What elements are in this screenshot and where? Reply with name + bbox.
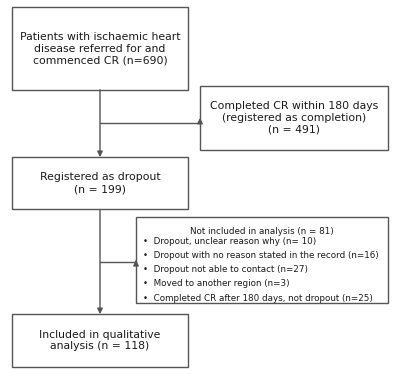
Text: •  Dropout not able to contact (n=27): • Dropout not able to contact (n=27) — [143, 265, 308, 274]
Text: Not included in analysis (n = 81): Not included in analysis (n = 81) — [190, 227, 334, 236]
FancyBboxPatch shape — [12, 7, 188, 90]
FancyBboxPatch shape — [200, 86, 388, 150]
Text: •  Completed CR after 180 days, not dropout (n=25): • Completed CR after 180 days, not dropo… — [143, 294, 373, 303]
FancyBboxPatch shape — [136, 217, 388, 303]
Text: •  Dropout with no reason stated in the record (n=16): • Dropout with no reason stated in the r… — [143, 251, 379, 260]
Text: Completed CR within 180 days
(registered as completion)
(n = 491): Completed CR within 180 days (registered… — [210, 101, 378, 134]
Text: •  Moved to another region (n=3): • Moved to another region (n=3) — [143, 279, 290, 288]
Text: Included in qualitative
analysis (n = 118): Included in qualitative analysis (n = 11… — [39, 329, 161, 351]
Text: •  Dropout, unclear reason why (n= 10): • Dropout, unclear reason why (n= 10) — [143, 237, 316, 246]
FancyBboxPatch shape — [12, 314, 188, 367]
FancyBboxPatch shape — [12, 157, 188, 209]
Text: Patients with ischaemic heart
disease referred for and
commenced CR (n=690): Patients with ischaemic heart disease re… — [20, 32, 180, 65]
Text: Registered as dropout
(n = 199): Registered as dropout (n = 199) — [40, 172, 160, 194]
